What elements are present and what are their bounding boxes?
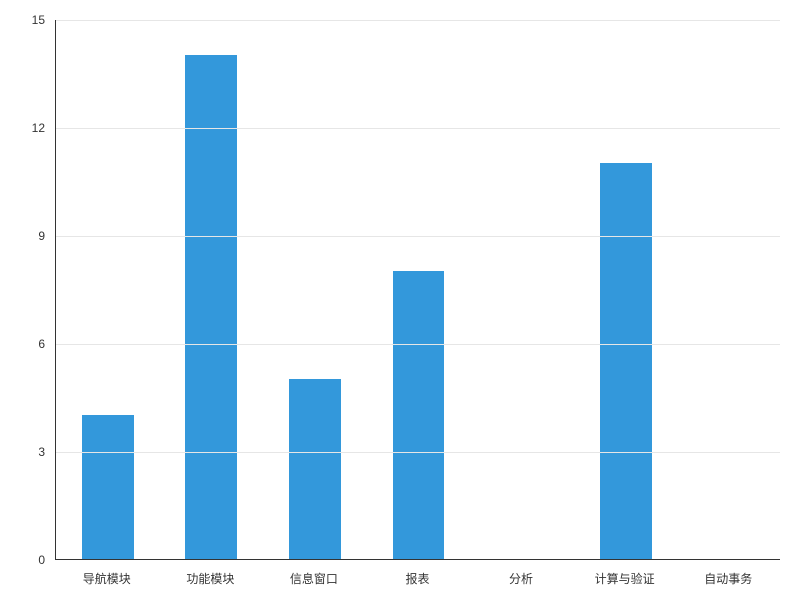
gridline [56, 236, 780, 237]
bar [600, 163, 652, 559]
x-tick-label: 报表 [405, 570, 429, 587]
gridline [56, 452, 780, 453]
bar [289, 379, 341, 559]
y-tick-label: 0 [0, 553, 45, 567]
y-tick-label: 3 [0, 445, 45, 459]
y-tick-label: 12 [0, 121, 45, 135]
x-tick-label: 导航模块 [83, 570, 131, 587]
x-tick-label: 计算与验证 [595, 570, 655, 587]
x-tick-label: 功能模块 [186, 570, 234, 587]
bar [393, 271, 445, 559]
y-tick-label: 6 [0, 337, 45, 351]
plot-area [55, 20, 780, 560]
y-tick-label: 9 [0, 229, 45, 243]
x-tick-label: 信息窗口 [290, 570, 338, 587]
gridline [56, 128, 780, 129]
bars-layer [56, 20, 780, 559]
bar-chart: 0 3 6 9 12 15 导航模块 功能模块 信息窗口 报表 分析 计算与验证 自动事务 [0, 0, 800, 600]
bar [82, 415, 134, 559]
gridline [56, 20, 780, 21]
x-tick-label: 分析 [509, 570, 533, 587]
x-tick-label: 自动事务 [704, 570, 752, 587]
bar [185, 55, 237, 559]
gridline [56, 344, 780, 345]
y-tick-label: 15 [0, 13, 45, 27]
